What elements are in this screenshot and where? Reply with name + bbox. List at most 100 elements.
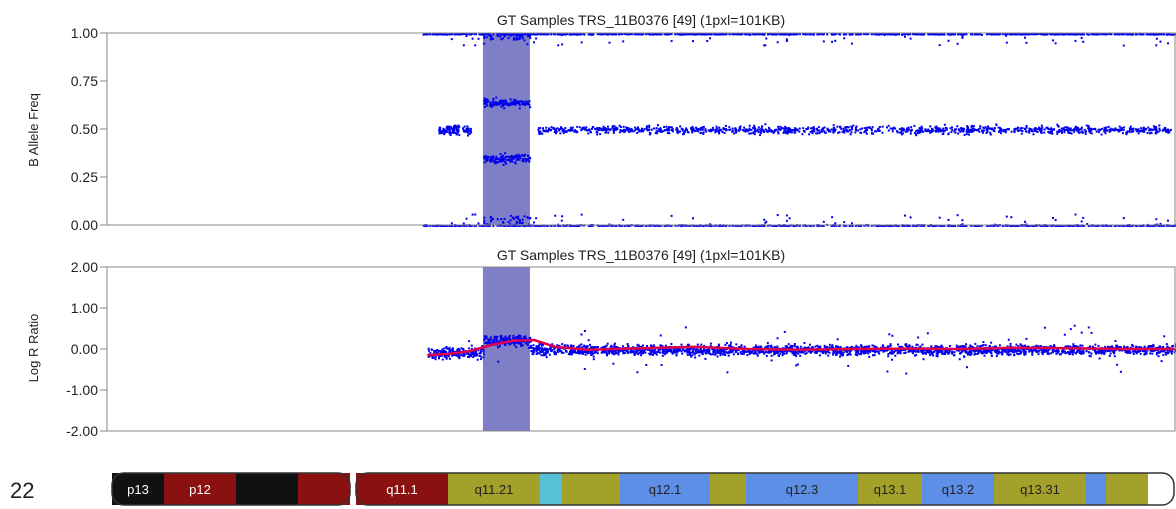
lrr-data-point (498, 345, 501, 348)
lrr-data-point (864, 345, 867, 348)
baf-data-point (496, 224, 499, 227)
baf-data-point (982, 129, 985, 132)
baf-data-point (909, 132, 912, 135)
baf-data-point (695, 224, 698, 227)
baf-data-point (533, 221, 535, 224)
baf-data-point (863, 131, 866, 134)
baf-data-point (1114, 127, 1117, 130)
baf-data-point (1013, 130, 1016, 132)
baf-data-point (807, 126, 810, 129)
baf-data-point (691, 129, 693, 132)
baf-data-point (619, 224, 622, 227)
baf-data-point (1025, 126, 1028, 129)
baf-data-point (838, 131, 841, 134)
baf-data-point (1034, 127, 1037, 130)
baf-data-point (774, 129, 777, 132)
lrr-ylabel: Log R Ratio (26, 314, 41, 383)
baf-data-point (523, 103, 525, 106)
baf-data-point (1120, 126, 1123, 129)
baf-data-point (1066, 126, 1068, 129)
baf-data-point (695, 129, 698, 132)
baf-data-point (615, 33, 618, 35)
baf-data-point (664, 33, 667, 36)
baf-data-point (449, 134, 452, 136)
baf-data-point (529, 34, 532, 37)
baf-data-point (536, 33, 539, 36)
baf-data-point (969, 129, 972, 132)
lrr-data-point (441, 354, 444, 357)
lrr-data-point (637, 344, 640, 347)
baf-data-point (518, 102, 521, 104)
lrr-data-point (758, 351, 761, 354)
baf-data-point (1004, 33, 1007, 36)
baf-data-point (787, 127, 790, 129)
baf-data-point (1134, 33, 1137, 36)
baf-data-point (1153, 127, 1156, 129)
baf-data-point (628, 33, 630, 36)
lrr-data-point (941, 352, 944, 355)
baf-data-point (920, 129, 923, 132)
baf-data-point (1086, 223, 1089, 225)
baf-data-point (961, 33, 964, 36)
lrr-data-point (980, 345, 983, 347)
baf-data-point (655, 127, 658, 130)
baf-data-point (588, 128, 591, 131)
baf-data-point (816, 127, 818, 130)
baf-data-point (1040, 127, 1043, 130)
baf-data-point (808, 224, 811, 227)
baf-data-point (741, 129, 744, 131)
lrr-data-point (980, 351, 983, 353)
baf-data-point (1076, 33, 1079, 36)
baf-data-point (805, 33, 808, 36)
baf-data-point (483, 42, 486, 45)
baf-data-point (954, 128, 957, 131)
baf-data-point (937, 127, 939, 130)
baf-data-point (543, 224, 546, 227)
baf-data-point (917, 131, 920, 133)
baf-data-point (886, 126, 888, 129)
baf-data-point (483, 35, 486, 38)
baf-data-point (608, 33, 611, 36)
baf-data-point (576, 125, 579, 128)
baf-data-point (833, 33, 836, 36)
baf-data-point (1010, 216, 1013, 219)
baf-data-point (455, 125, 458, 128)
baf-data-point (455, 133, 458, 136)
baf-data-point (805, 224, 808, 227)
lrr-data-point (637, 353, 640, 356)
baf-data-point (1132, 127, 1135, 130)
baf-data-point (1142, 128, 1145, 131)
lrr-data-point (493, 335, 496, 338)
baf-data-point (688, 33, 691, 36)
baf-data-point (913, 124, 916, 127)
baf-data-point (552, 33, 555, 36)
baf-data-point (509, 33, 512, 36)
baf-data-point (516, 100, 519, 103)
baf-data-point (1080, 131, 1083, 134)
baf-data-point (748, 129, 751, 132)
baf-data-point (1159, 222, 1162, 225)
lrr-data-point (545, 350, 548, 353)
baf-data-point (775, 128, 778, 131)
baf-data-point (507, 221, 510, 223)
baf-data-point (502, 100, 505, 103)
baf-data-point (790, 131, 793, 134)
lrr-data-point (692, 352, 695, 355)
baf-data-point (435, 225, 438, 227)
baf-data-point (664, 129, 667, 131)
baf-data-point (718, 33, 721, 36)
baf-data-point (1110, 33, 1113, 36)
lrr-data-point (832, 353, 835, 356)
baf-data-point (819, 130, 822, 133)
lrr-data-point (1011, 351, 1014, 354)
baf-data-point (878, 33, 881, 36)
lrr-data-point (1162, 354, 1165, 357)
baf-data-point (573, 129, 576, 132)
baf-data-point (666, 128, 669, 131)
baf-data-point (1162, 33, 1165, 36)
baf-data-point (1058, 224, 1060, 227)
baf-data-point (1021, 127, 1024, 130)
baf-data-point (500, 218, 503, 221)
baf-data-point (541, 132, 544, 135)
baf-data-point (514, 162, 517, 165)
